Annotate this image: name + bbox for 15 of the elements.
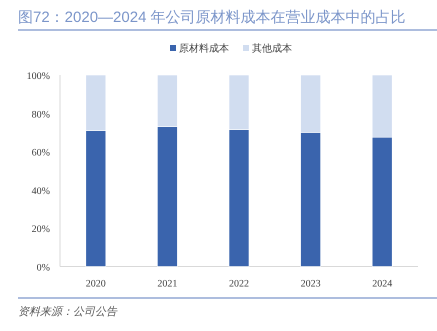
- x-tick-label: 2023: [300, 278, 321, 290]
- y-tick-label: 40%: [32, 186, 50, 197]
- text: 资料来源：公司公告: [18, 305, 118, 318]
- x-tick-label: 2021: [157, 278, 178, 290]
- title: 图72：2020—2024 年公司原材料成本在营业成本中的占比: [18, 9, 406, 26]
- legend-label: 原材料成本: [179, 42, 229, 54]
- y-tick-label: 80%: [32, 109, 50, 120]
- y-tick-label: 20%: [32, 224, 50, 236]
- x-tick-label: 2024: [372, 278, 392, 290]
- y-tick-label: 0%: [36, 262, 50, 274]
- y-tick-label: 100%: [26, 71, 50, 82]
- y-tick-label: 60%: [32, 148, 50, 159]
- x-tick-label: 2020: [86, 278, 106, 290]
- legend-label: 其他成本: [252, 42, 292, 54]
- x-tick-label: 2022: [229, 278, 249, 290]
